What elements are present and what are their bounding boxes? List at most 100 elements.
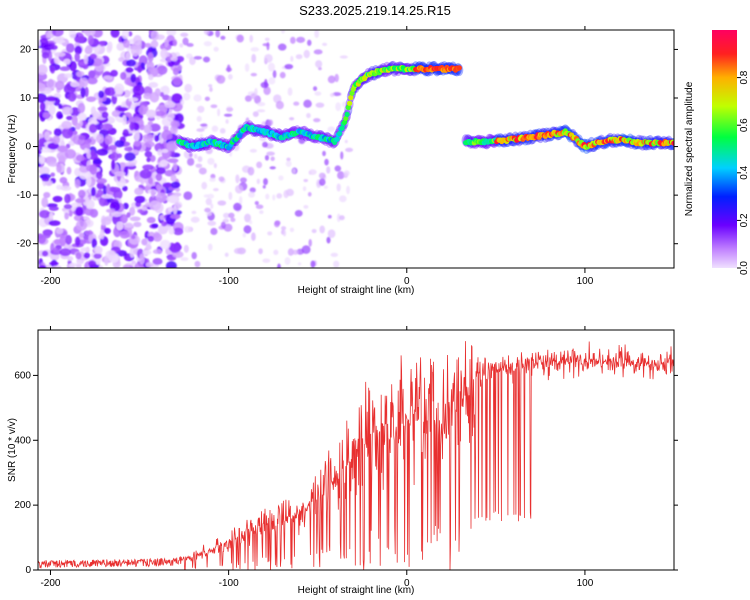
noise-blob — [125, 51, 131, 61]
noise-blob — [180, 257, 189, 262]
noise-blob — [250, 72, 258, 77]
noise-blob — [39, 173, 51, 180]
noise-blob — [152, 232, 163, 242]
noise-blob — [281, 226, 287, 231]
noise-blob — [141, 238, 148, 246]
noise-blob — [286, 157, 291, 162]
noise-blob — [142, 134, 154, 139]
noise-blob — [114, 171, 126, 177]
noise-blob — [90, 149, 96, 157]
noise-blob — [61, 127, 73, 139]
noise-blob — [236, 34, 244, 43]
noise-blob — [314, 30, 320, 39]
noise-blob — [324, 158, 329, 166]
noise-blob — [48, 220, 61, 226]
noise-blob — [93, 245, 103, 254]
noise-blob — [156, 65, 168, 75]
noise-blob — [319, 225, 325, 234]
noise-blob — [154, 88, 161, 97]
noise-blob — [147, 121, 154, 126]
noise-blob — [296, 36, 306, 43]
noise-blob — [244, 95, 252, 102]
noise-blob — [155, 173, 163, 182]
colorbar-tick-label: 0.6 — [739, 118, 750, 132]
noise-blob — [250, 47, 260, 52]
noise-blob — [180, 32, 189, 37]
noise-blob — [205, 212, 213, 216]
noise-blob — [294, 210, 303, 217]
noise-blob — [59, 235, 67, 247]
noise-blob — [77, 102, 86, 114]
noise-blob — [80, 86, 86, 98]
noise-blob — [38, 93, 47, 103]
noise-blob — [150, 189, 156, 198]
noise-blob — [98, 90, 105, 99]
noise-blob — [96, 178, 107, 184]
noise-blob — [45, 96, 58, 102]
noise-blob — [166, 140, 179, 152]
noise-blob — [124, 152, 136, 162]
noise-blob — [339, 55, 348, 59]
noise-blob — [314, 91, 322, 96]
noise-blob — [148, 82, 159, 88]
noise-blob — [104, 227, 111, 235]
snr-line — [38, 341, 674, 570]
noise-blob — [230, 217, 236, 223]
noise-blob — [78, 232, 85, 238]
noise-blob — [283, 190, 289, 199]
noise-blob — [203, 41, 212, 47]
noise-blob — [95, 194, 100, 199]
noise-blob — [70, 81, 80, 88]
noise-blob — [235, 184, 244, 194]
noise-blob — [38, 82, 46, 92]
x-tick-label: -100 — [219, 276, 239, 287]
noise-blob — [63, 73, 73, 79]
noise-blob — [110, 151, 119, 162]
noise-blob — [108, 144, 117, 151]
noise-blob — [124, 162, 137, 167]
noise-blob — [172, 161, 178, 172]
noise-blob — [64, 193, 71, 204]
noise-blob — [278, 43, 287, 51]
noise-blob — [98, 96, 103, 104]
snr-panel: -200 -100 0 100 0 200 400 600 Height of straig… — [7, 326, 678, 596]
noise-blob — [171, 93, 183, 104]
noise-blob — [184, 83, 193, 93]
noise-blob — [57, 145, 69, 153]
noise-blob — [318, 172, 326, 179]
noise-blob — [50, 65, 56, 74]
noise-blob — [101, 111, 109, 119]
y-tick-label: 0 — [25, 142, 31, 153]
noise-blob — [196, 115, 202, 122]
noise-blob — [84, 86, 89, 98]
noise-blob — [84, 207, 95, 216]
noise-blob — [129, 216, 141, 222]
noise-blob — [278, 175, 284, 181]
noise-blob — [303, 49, 310, 59]
noise-blob — [75, 154, 85, 162]
noise-blob — [272, 194, 276, 201]
noise-blob — [279, 71, 286, 79]
noise-blob — [146, 216, 156, 224]
noise-blob — [170, 213, 181, 220]
noise-blob — [332, 92, 342, 97]
noise-blob — [186, 157, 195, 166]
noise-blob — [75, 207, 84, 217]
noise-blob — [44, 131, 50, 141]
noise-blob — [197, 105, 205, 113]
noise-blob — [47, 142, 60, 150]
noise-blob — [38, 155, 45, 165]
noise-blob — [210, 104, 218, 109]
noise-blob — [219, 128, 226, 134]
noise-blob — [251, 232, 256, 241]
noise-blob — [277, 263, 281, 268]
noise-blob — [144, 141, 155, 148]
colorbar-gradient — [712, 30, 737, 268]
noise-blob — [116, 221, 124, 231]
noise-blob — [129, 121, 135, 131]
noise-blob — [166, 30, 177, 37]
noise-blob — [262, 185, 266, 189]
noise-blob — [239, 177, 247, 183]
spectrogram-x-label: Height of straight line (km) — [298, 285, 415, 296]
noise-blob — [144, 151, 153, 158]
